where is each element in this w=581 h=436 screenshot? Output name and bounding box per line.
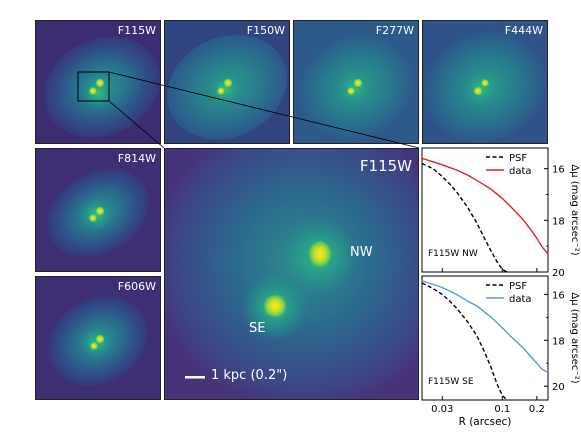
legend-label-0-PSF: PSF [509, 153, 527, 164]
legend-label-0-data: data [509, 166, 532, 177]
x-tick-label-1-0: 0.03 [431, 404, 453, 415]
scale-bar-label: 1 kpc (0.2") [211, 368, 288, 383]
series-line-0-PSF [421, 162, 508, 273]
panel-f606w: F606W [35, 276, 161, 400]
filter-label-f150w: F150W [246, 24, 285, 37]
y-tick-label-1-1: 18 [552, 336, 565, 347]
series-line-1-data [421, 279, 549, 374]
profile-annotation-0: F115W NW [428, 249, 478, 259]
y-tick-label-1-2: 20 [552, 382, 565, 393]
filter-label-f115w: F115W [117, 24, 156, 37]
profile-annotation-1: F115W SE [428, 377, 474, 387]
legend-label-1-PSF: PSF [509, 281, 527, 292]
x-tick-label-1-2: 0.2 [529, 404, 545, 415]
profile-ylabel-0: Δμ (mag arcsec⁻²) [569, 164, 580, 255]
se-nucleus-label: SE [249, 321, 266, 336]
profile-xlabel-1: R (arcsec) [459, 416, 512, 428]
y-tick-label-0-2: 20 [552, 268, 565, 279]
series-line-1-PSF [421, 282, 508, 401]
panel-f444w: F444W [422, 20, 548, 144]
series-line-0-data [421, 157, 549, 255]
filter-label-f606w: F606W [117, 280, 156, 293]
nw-nucleus-label: NW [350, 245, 373, 260]
x-tick-label-1-1: 0.1 [494, 404, 510, 415]
profile-axes-1 [421, 275, 549, 401]
profile-axes-0 [421, 147, 549, 273]
y-tick-label-0-0: 16 [552, 165, 565, 176]
y-tick-label-0-1: 18 [552, 216, 565, 227]
panel-f814w: F814W [35, 148, 161, 272]
panel-zoom-f115w: F115W NW SE 1 kpc (0.2") [164, 148, 419, 400]
zoom-filter-label: F115W [359, 157, 412, 175]
profile-ylabel-1: Δμ (mag arcsec⁻²) [569, 292, 580, 383]
y-tick-label-1-0: 16 [552, 290, 565, 301]
filter-label-f277w: F277W [375, 24, 414, 37]
legend-label-1-data: data [509, 294, 532, 305]
filter-label-f814w: F814W [117, 152, 156, 165]
filter-label-f444w: F444W [504, 24, 543, 37]
